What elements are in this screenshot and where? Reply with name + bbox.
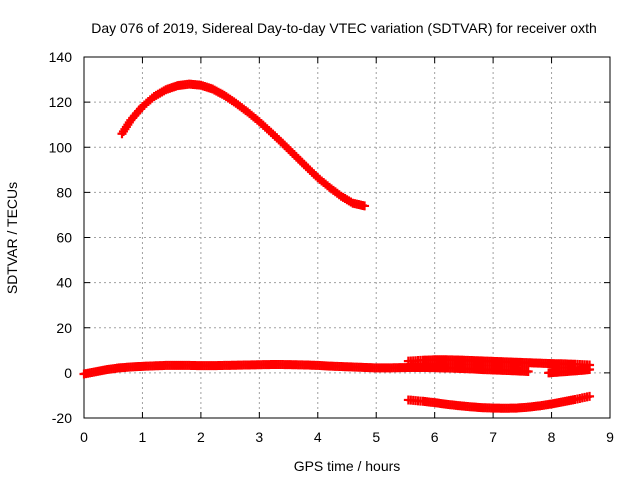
data-point (585, 391, 595, 401)
x-tick-label: 8 (548, 429, 556, 445)
series-2 (79, 360, 451, 379)
x-tick-label: 6 (431, 429, 439, 445)
series-5 (544, 364, 595, 378)
x-tick-label: 4 (314, 429, 322, 445)
x-tick-label: 5 (372, 429, 380, 445)
series-3 (403, 355, 595, 370)
x-tick-label: 3 (255, 429, 263, 445)
x-axis-label: GPS time / hours (294, 458, 401, 474)
y-axis-label: SDTVAR / TECUs (4, 182, 20, 294)
y-tick-label: 80 (56, 184, 72, 200)
x-axis-ticks: 0 1 2 3 4 5 6 7 8 9 (80, 57, 614, 445)
x-tick-label: 7 (489, 429, 497, 445)
y-tick-label: 60 (56, 230, 72, 246)
y-tick-label: 100 (49, 139, 73, 155)
x-tick-label: 1 (139, 429, 147, 445)
x-tick-label: 0 (80, 429, 88, 445)
data-point (523, 367, 533, 377)
data-point (585, 364, 595, 374)
y-tick-label: 0 (64, 365, 72, 381)
y-tick-label: 20 (56, 320, 72, 336)
series-1 (117, 79, 370, 211)
y-tick-label: 120 (49, 94, 73, 110)
data-point (360, 201, 370, 211)
y-tick-label: -20 (52, 410, 72, 426)
series-6 (403, 391, 595, 413)
chart-title: Day 076 of 2019, Sidereal Day-to-day VTE… (91, 20, 597, 36)
grid (84, 57, 610, 418)
data-points (79, 79, 595, 413)
y-axis-ticks: -20 0 20 40 60 80 100 120 140 (49, 49, 610, 426)
y-tick-label: 40 (56, 275, 72, 291)
x-tick-label: 9 (606, 429, 614, 445)
y-tick-label: 140 (49, 49, 73, 65)
x-tick-label: 2 (197, 429, 205, 445)
series-4 (406, 362, 533, 377)
